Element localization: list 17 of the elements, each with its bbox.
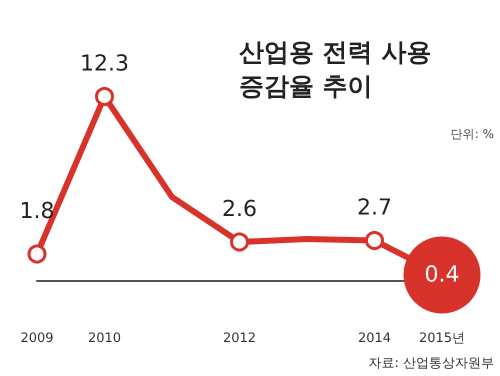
text: 자료: 산업통상자원부 xyxy=(368,356,494,371)
point xyxy=(95,87,114,106)
point xyxy=(28,244,46,264)
data-label: 12.3 xyxy=(80,52,129,76)
data-label: 2.7 xyxy=(357,196,392,220)
x-tick-label: 2012 xyxy=(222,331,256,346)
chart-title: 산업용 전력 사용 증감율 추이 xyxy=(239,38,432,100)
annotation: 단위: % xyxy=(450,127,494,141)
data-label: 0.4 xyxy=(424,262,460,288)
point xyxy=(365,231,384,250)
data-label: 1.8 xyxy=(20,199,54,224)
x-tick-label: 2014 xyxy=(358,331,392,346)
point xyxy=(230,232,249,252)
x-tick-label: 2009 xyxy=(20,331,54,346)
x-tick-label: 2010 xyxy=(88,331,122,346)
x-tick-label: 2015년 xyxy=(418,331,466,346)
data-label: 2.6 xyxy=(222,197,257,222)
